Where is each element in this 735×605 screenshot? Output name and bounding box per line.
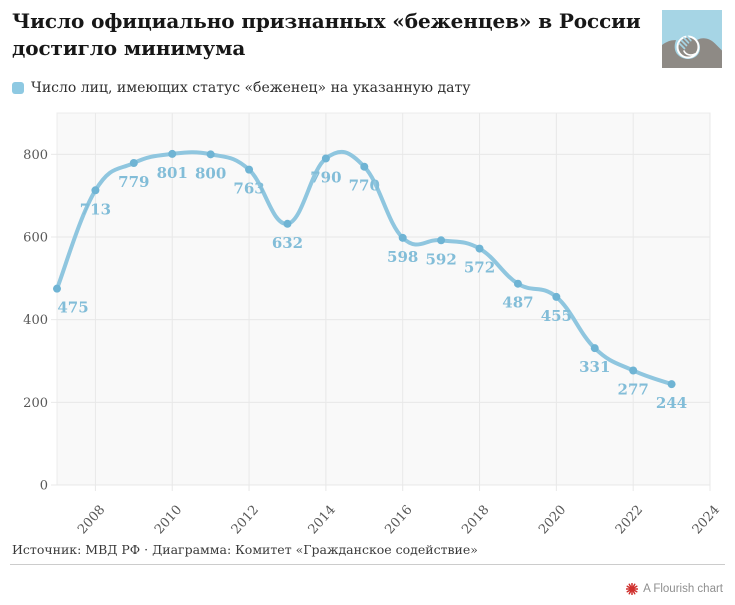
source-note: Источник: МВД РФ · Диаграмма: Комитет «Г… [12, 542, 478, 557]
svg-text:763: 763 [233, 180, 264, 198]
page-title-line-1: Число официально признанных «беженцев» в… [12, 9, 641, 33]
legend-label: Число лиц, имеющих статус «беженец» на у… [31, 80, 471, 96]
svg-text:487: 487 [502, 294, 533, 312]
svg-text:0: 0 [40, 479, 48, 494]
svg-text:592: 592 [425, 250, 456, 268]
logo-hand-fingers [678, 35, 692, 50]
svg-text:475: 475 [57, 299, 88, 317]
svg-text:2008: 2008 [75, 503, 108, 538]
svg-text:800: 800 [23, 148, 48, 163]
svg-text:331: 331 [579, 358, 610, 376]
svg-text:2014: 2014 [306, 503, 339, 538]
svg-text:770: 770 [349, 177, 380, 195]
svg-text:600: 600 [23, 231, 48, 246]
svg-text:779: 779 [118, 173, 149, 191]
flourish-attribution-link[interactable]: A Flourish chart [626, 583, 723, 595]
svg-text:790: 790 [310, 168, 341, 186]
svg-text:572: 572 [464, 259, 495, 277]
page-title: Число официально признанных «беженцев» в… [12, 8, 652, 61]
svg-text:2024: 2024 [690, 503, 723, 538]
svg-text:2010: 2010 [152, 503, 185, 538]
svg-text:400: 400 [23, 313, 48, 328]
legend: Число лиц, имеющих статус «беженец» на у… [12, 80, 471, 96]
svg-text:713: 713 [80, 200, 111, 218]
svg-text:632: 632 [272, 234, 303, 252]
svg-text:200: 200 [23, 396, 48, 411]
svg-text:598: 598 [387, 248, 418, 266]
legend-swatch-icon [12, 82, 24, 94]
flourish-attribution-label: A Flourish chart [643, 583, 723, 595]
footer-divider [10, 564, 725, 565]
svg-text:455: 455 [541, 307, 572, 325]
svg-text:2020: 2020 [536, 503, 569, 538]
flourish-logo-icon [626, 583, 639, 595]
svg-text:2018: 2018 [459, 503, 492, 538]
svg-text:2022: 2022 [613, 503, 646, 538]
svg-text:801: 801 [157, 164, 188, 182]
svg-text:800: 800 [195, 164, 226, 182]
svg-text:277: 277 [618, 381, 649, 399]
svg-text:2012: 2012 [229, 503, 262, 538]
svg-text:244: 244 [656, 394, 687, 412]
page-title-line-2: достигло минимума [12, 35, 246, 60]
svg-text:2016: 2016 [382, 503, 415, 538]
civic-assistance-logo-icon [662, 10, 722, 68]
